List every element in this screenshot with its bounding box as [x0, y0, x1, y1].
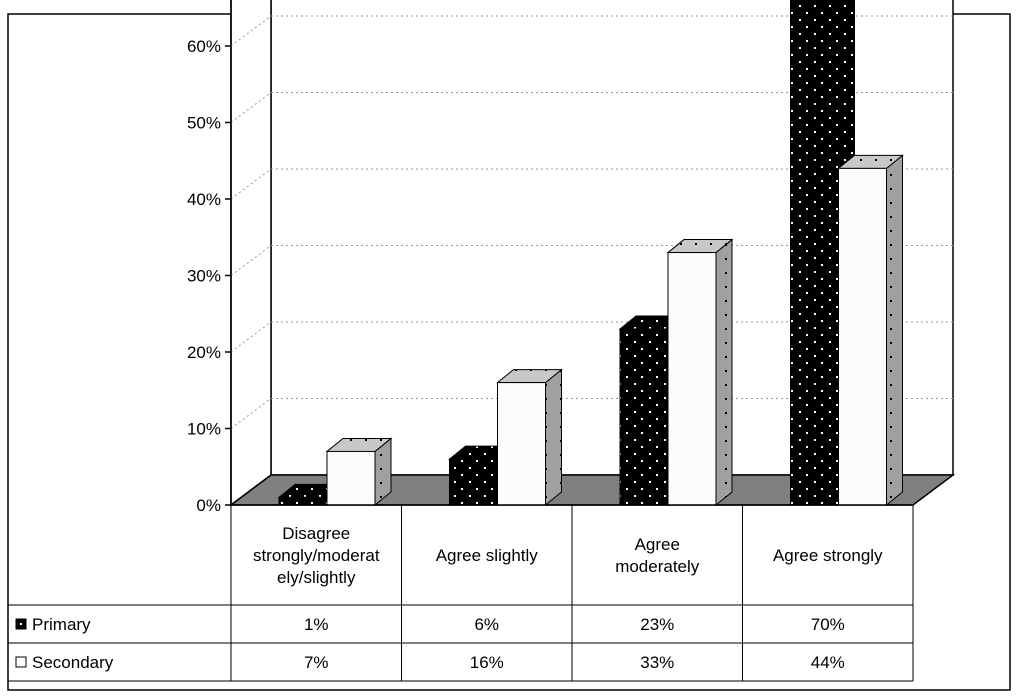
y-tick-label: 50% — [187, 114, 221, 133]
category-label: Disagree — [282, 524, 350, 543]
bar-front — [667, 252, 717, 506]
series-name: Secondary — [32, 653, 114, 672]
data-label: 7% — [304, 653, 329, 672]
gridline — [230, 15, 953, 47]
bar-side — [886, 154, 903, 507]
y-tick-label: 0% — [196, 496, 221, 515]
category-label: Agree slightly — [436, 546, 539, 565]
bar-side — [715, 238, 733, 507]
data-label: 6% — [474, 615, 499, 634]
legend-key-secondary — [15, 656, 27, 668]
gridline — [230, 245, 953, 276]
bar-side — [545, 368, 562, 507]
bar-secondary-2 — [666, 238, 734, 507]
gridline — [230, 168, 953, 200]
y-tick-label: 10% — [187, 420, 221, 439]
bar-front — [497, 382, 546, 506]
gridline — [230, 92, 953, 123]
legend-key-dot — [20, 623, 22, 625]
bar-secondary-0 — [325, 437, 393, 507]
category-label: ely/slightly — [277, 568, 356, 587]
bar-front — [619, 328, 669, 506]
gridline — [230, 398, 953, 429]
data-label: 1% — [304, 615, 329, 634]
category-label: Agree strongly — [773, 546, 883, 565]
y-tick-label: 60% — [187, 37, 221, 56]
side-wall — [230, 0, 272, 507]
y-tick-label: 20% — [187, 343, 221, 362]
bar-front — [449, 458, 498, 506]
series-name: Primary — [32, 615, 91, 634]
y-tick-label: 40% — [187, 190, 221, 209]
gridline — [230, 321, 953, 353]
data-label: 44% — [811, 653, 845, 672]
bar-secondary-1 — [496, 368, 563, 507]
data-label: 16% — [470, 653, 504, 672]
category-label: moderately — [615, 557, 700, 576]
bar-front — [278, 496, 328, 506]
y-tick-label: 30% — [187, 267, 221, 286]
bar-front — [326, 450, 376, 506]
bar-front — [790, 0, 839, 506]
bar-secondary-3 — [837, 154, 904, 507]
category-label: Agree — [635, 535, 680, 554]
data-label: 70% — [811, 615, 845, 634]
data-label: 23% — [640, 615, 674, 634]
bar-front — [838, 167, 887, 506]
data-label: 33% — [640, 653, 674, 672]
category-label: strongly/moderat — [253, 546, 380, 565]
